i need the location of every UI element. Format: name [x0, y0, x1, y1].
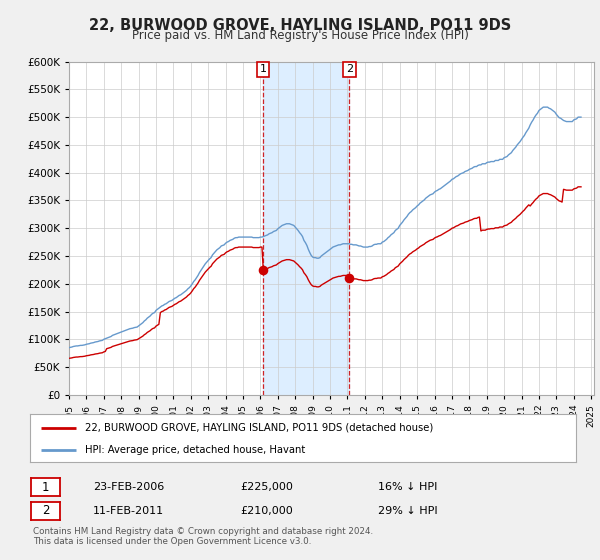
Text: 1: 1 [259, 64, 266, 74]
Point [344, 274, 354, 283]
Text: £225,000: £225,000 [240, 482, 293, 492]
Text: 23-FEB-2006: 23-FEB-2006 [93, 482, 164, 492]
Text: Contains HM Land Registry data © Crown copyright and database right 2024.
This d: Contains HM Land Registry data © Crown c… [33, 526, 373, 546]
Text: 16% ↓ HPI: 16% ↓ HPI [378, 482, 437, 492]
Text: 22, BURWOOD GROVE, HAYLING ISLAND, PO11 9DS (detached house): 22, BURWOOD GROVE, HAYLING ISLAND, PO11 … [85, 423, 433, 433]
Text: HPI: Average price, detached house, Havant: HPI: Average price, detached house, Hava… [85, 445, 305, 455]
Text: 2: 2 [42, 504, 49, 517]
Point [258, 265, 268, 274]
Text: 29% ↓ HPI: 29% ↓ HPI [378, 506, 437, 516]
Text: 1: 1 [42, 480, 49, 494]
Text: £210,000: £210,000 [240, 506, 293, 516]
Bar [263, 62, 349, 395]
Text: 22, BURWOOD GROVE, HAYLING ISLAND, PO11 9DS: 22, BURWOOD GROVE, HAYLING ISLAND, PO11 … [89, 18, 511, 33]
Text: 11-FEB-2011: 11-FEB-2011 [93, 506, 164, 516]
Text: Price paid vs. HM Land Registry's House Price Index (HPI): Price paid vs. HM Land Registry's House … [131, 29, 469, 42]
Text: 2: 2 [346, 64, 353, 74]
